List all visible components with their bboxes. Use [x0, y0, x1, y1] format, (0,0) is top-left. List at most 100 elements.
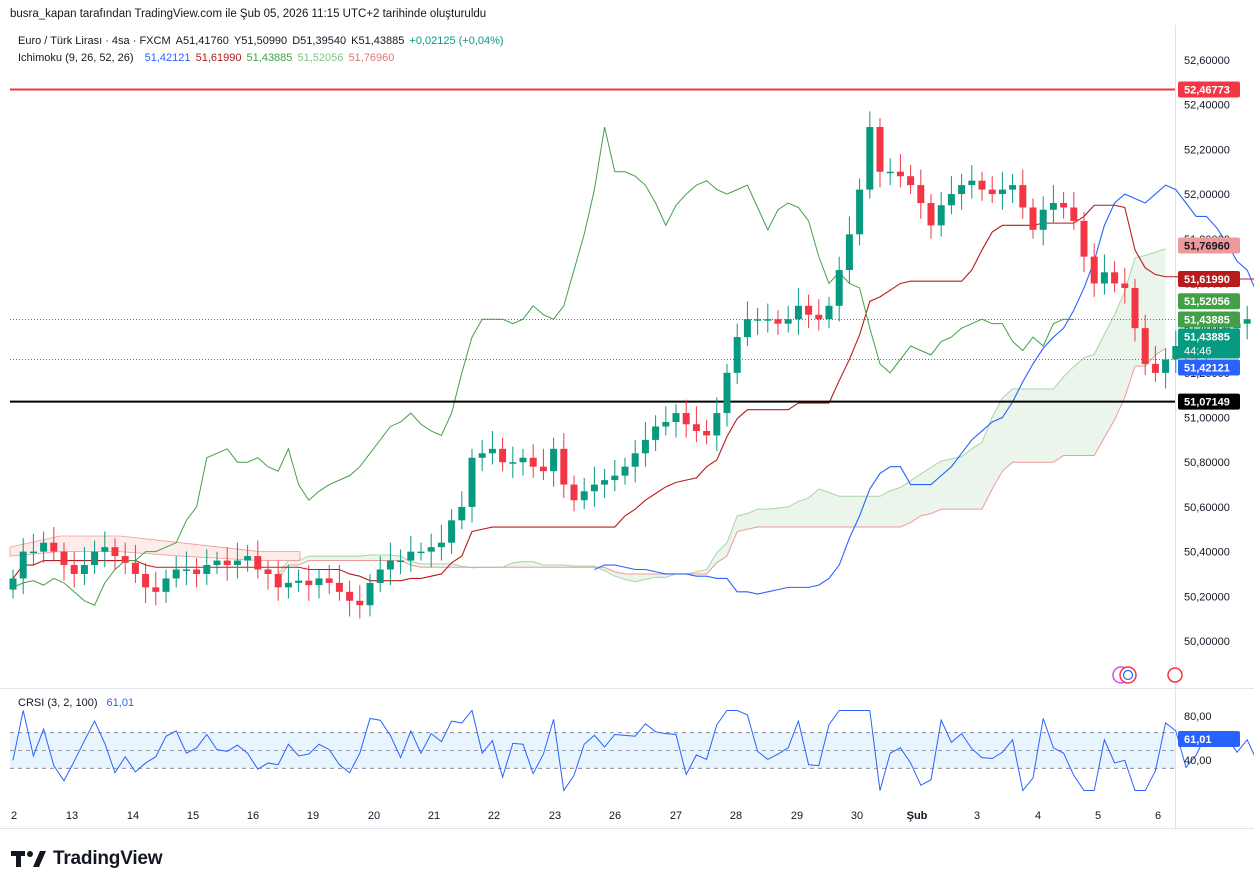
candle-body	[1151, 363, 1159, 373]
globe-icon	[1119, 666, 1137, 684]
ichimoku-lines	[12, 126, 1254, 606]
candle-body	[876, 127, 884, 172]
time-tick-label: 27	[670, 810, 682, 822]
candle-body	[845, 234, 853, 271]
time-tick-label: 5	[1095, 810, 1101, 822]
price-tag	[1178, 81, 1240, 98]
candle-body	[856, 189, 864, 235]
candle-body	[590, 484, 598, 492]
senkou-span-a-line	[277, 248, 1166, 583]
candle-body	[509, 462, 517, 464]
candle-body	[815, 314, 823, 320]
candle-body	[264, 569, 272, 574]
price-tag	[1178, 271, 1240, 288]
chart-toolbar-icons[interactable]	[1112, 666, 1183, 684]
crsi-title[interactable]: CRSI (3, 2, 100)	[18, 697, 98, 709]
ichimoku-title[interactable]: Ichimoku (9, 26, 52, 26)	[18, 52, 134, 64]
created-by-line: busra_kapan tarafından TradingView.com i…	[10, 8, 487, 20]
price-tick-label: 51,00000	[1184, 413, 1230, 425]
candle-body	[713, 413, 721, 436]
candle-body	[305, 580, 313, 586]
candle-body	[1100, 272, 1108, 284]
candle-body	[1172, 346, 1180, 360]
candle-body	[1070, 207, 1078, 221]
price-tick-label: 50,60000	[1184, 502, 1230, 514]
candlesticks	[9, 111, 1254, 619]
crsi-value: 61,01	[106, 697, 135, 709]
candle-body	[896, 171, 904, 177]
time-tick-label: 19	[307, 810, 319, 822]
candle-body	[907, 176, 915, 186]
candle-body	[978, 180, 986, 190]
candle-body	[1029, 207, 1037, 230]
time-tick-label: 13	[66, 810, 78, 822]
symbol-name[interactable]: Euro / Türk Lirası · 4sa · FXCM	[18, 35, 171, 47]
candle-body	[1243, 319, 1251, 324]
candle-body	[1039, 209, 1047, 230]
time-tick-label: 30	[851, 810, 863, 822]
candle-body	[652, 426, 660, 440]
candle-body	[29, 551, 37, 554]
tradingview-logo[interactable]: TradingView	[11, 847, 163, 871]
candle-body	[560, 448, 568, 485]
candle-body	[539, 466, 547, 472]
price-tag-label: 51,43885	[1184, 331, 1230, 343]
ichimoku-span-b-value: 51,76960	[348, 52, 395, 64]
price-tick-label: 50,20000	[1184, 591, 1230, 603]
candle-body	[417, 551, 425, 554]
candle-body	[1080, 220, 1088, 257]
candle-body	[998, 189, 1006, 195]
time-tick-label: 3	[974, 810, 980, 822]
price-tag-label: 52,46773	[1184, 85, 1230, 97]
candle-body	[917, 185, 925, 204]
candle-body	[764, 319, 772, 321]
price-tag-label: 51,61990	[1184, 274, 1230, 286]
horizontal-levels[interactable]	[10, 88, 1175, 403]
candle-body	[376, 569, 384, 583]
time-tick-label: 4	[1035, 810, 1041, 822]
candle-body	[1019, 185, 1027, 208]
candle-body	[152, 587, 160, 592]
candle-body	[458, 506, 466, 521]
candle-body	[1162, 359, 1170, 373]
ichimoku-legend: Ichimoku (9, 26, 52, 26) 51,42121 51,619…	[18, 52, 394, 64]
candle-body	[101, 547, 109, 552]
price-tick-label: 52,60000	[1184, 55, 1230, 67]
candle-body	[866, 127, 874, 190]
candle-body	[295, 580, 303, 583]
candle-body	[40, 542, 48, 552]
candle-body	[182, 569, 190, 571]
cloud-fill	[278, 248, 1166, 582]
candle-body	[1141, 328, 1149, 364]
candle-body	[70, 565, 78, 574]
time-axis[interactable]: 2 13 14 15 16 19 20 21 22 23 26 27 28 29 30 Şub 3 4 5 6	[11, 810, 1161, 822]
candle-body	[1090, 256, 1098, 284]
high-value: Y51,50990	[233, 35, 288, 47]
time-tick-label: Şub	[907, 810, 928, 822]
candle-body	[621, 466, 629, 476]
candle-body	[193, 569, 201, 574]
candle-body	[754, 319, 762, 321]
time-tick-label: 2	[11, 810, 17, 822]
time-tick-label: 15	[187, 810, 199, 822]
candle-body	[988, 189, 996, 195]
candle-body	[121, 556, 129, 563]
price-tag-label: 51,07149	[1184, 397, 1230, 409]
price-tick-label: 50,80000	[1184, 457, 1230, 469]
price-tag	[1178, 311, 1240, 328]
ichimoku-cloud	[9, 248, 1166, 583]
time-tick-label: 26	[609, 810, 621, 822]
candle-body	[468, 457, 476, 507]
candle-body	[784, 319, 792, 324]
crsi-tick-label: 80,00	[1184, 711, 1212, 723]
candle-body	[692, 424, 700, 431]
time-tick-label: 23	[549, 810, 561, 822]
brand-name: TradingView	[53, 848, 163, 869]
candle-body	[794, 305, 802, 320]
time-tick-label: 28	[730, 810, 742, 822]
candle-body	[244, 556, 252, 561]
candle-body	[142, 573, 150, 588]
candle-body	[1121, 283, 1129, 288]
candle-body	[397, 560, 405, 563]
